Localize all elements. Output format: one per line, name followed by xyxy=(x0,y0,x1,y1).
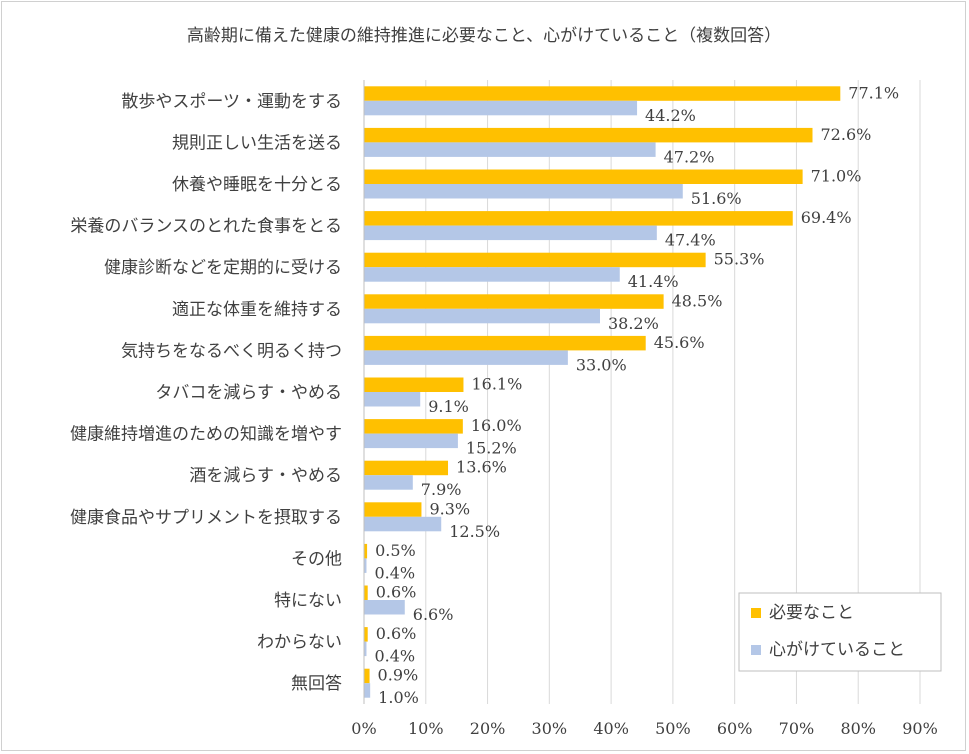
data-label: 44.2% xyxy=(645,106,696,125)
bar-necessary xyxy=(364,377,464,392)
category-label: 休養や睡眠を十分とる xyxy=(172,175,342,195)
data-label: 12.5% xyxy=(449,522,500,541)
category-label: 健康食品やサプリメントを摂取する xyxy=(70,508,342,528)
x-tick-label: 10% xyxy=(408,719,444,738)
category-label: その他 xyxy=(291,549,342,569)
category-label: わからない xyxy=(257,633,342,653)
x-tick-label: 90% xyxy=(902,719,938,738)
legend-label: 心がけていること xyxy=(769,640,905,660)
legend-box xyxy=(738,592,942,672)
data-label: 45.6% xyxy=(654,333,705,352)
data-label: 7.9% xyxy=(421,480,462,499)
data-label: 77.1% xyxy=(848,83,899,102)
data-label: 9.1% xyxy=(428,397,469,416)
category-label: 酒を減らす・やめる xyxy=(189,466,342,486)
x-tick-label: 0% xyxy=(351,719,376,738)
data-label: 47.4% xyxy=(665,231,716,250)
bar-practicing xyxy=(364,142,656,157)
category-label: タバコを減らす・やめる xyxy=(155,383,342,403)
legend-swatch xyxy=(751,645,761,655)
category-label: 健康診断などを定期的に受ける xyxy=(104,258,342,278)
bar-necessary xyxy=(364,627,368,642)
data-label: 38.2% xyxy=(608,314,659,333)
bar-necessary xyxy=(364,502,422,517)
data-label: 16.1% xyxy=(471,375,522,394)
data-label: 13.6% xyxy=(456,458,507,477)
data-label: 6.6% xyxy=(413,605,454,624)
data-label: 55.3% xyxy=(714,250,765,269)
category-label: 栄養のバランスのとれた食事をとる xyxy=(70,217,342,237)
data-label: 0.9% xyxy=(378,666,419,685)
bar-necessary xyxy=(364,543,368,559)
data-label: 15.2% xyxy=(466,439,517,458)
category-label: 健康維持増進のための知識を増やす xyxy=(70,425,342,445)
data-label: 41.4% xyxy=(628,272,679,291)
data-label: 69.4% xyxy=(801,208,852,227)
data-label: 72.6% xyxy=(821,125,872,144)
bar-necessary xyxy=(364,127,813,143)
bar-necessary xyxy=(364,211,793,226)
bar-practicing xyxy=(364,600,405,615)
data-label: 0.5% xyxy=(375,541,416,560)
category-label: 規則正しい生活を送る xyxy=(172,133,342,153)
data-label: 0.4% xyxy=(374,647,415,666)
x-tick-label: 70% xyxy=(779,719,815,738)
data-label: 16.0% xyxy=(471,416,522,435)
bar-necessary xyxy=(364,419,463,434)
category-label: 特にない xyxy=(274,591,342,611)
category-label: 適正な体重を維持する xyxy=(172,300,342,320)
bar-necessary xyxy=(364,460,449,476)
data-label: 1.0% xyxy=(378,688,419,707)
bar-practicing xyxy=(364,516,442,532)
bar-practicing xyxy=(364,392,421,407)
category-label: 無回答 xyxy=(291,674,342,694)
bar-practicing xyxy=(364,100,638,116)
category-label: 散歩やスポーツ・運動をする xyxy=(121,92,342,112)
bar-practicing xyxy=(364,558,367,573)
bar-necessary xyxy=(364,668,370,684)
x-tick-label: 30% xyxy=(532,719,568,738)
legend-label: 必要なこと xyxy=(769,603,854,623)
bar-necessary xyxy=(364,86,841,101)
bar-practicing xyxy=(364,683,371,698)
data-label: 48.5% xyxy=(672,291,723,310)
x-tick-label: 80% xyxy=(840,719,876,738)
data-label: 33.0% xyxy=(576,355,627,374)
data-label: 47.2% xyxy=(664,147,715,166)
category-label: 気持ちをなるべく明るく持つ xyxy=(121,341,342,361)
bar-practicing xyxy=(364,267,620,282)
bar-necessary xyxy=(364,252,706,268)
chart-title: 高齢期に備えた健康の維持推進に必要なこと、心がけていること（複数回答） xyxy=(187,26,781,46)
data-label: 71.0% xyxy=(811,167,862,186)
x-tick-label: 60% xyxy=(717,719,753,738)
x-tick-label: 50% xyxy=(655,719,691,738)
bar-practicing xyxy=(364,641,367,657)
data-label: 9.3% xyxy=(429,499,470,518)
bar-practicing xyxy=(364,184,683,199)
data-label: 51.6% xyxy=(691,189,742,208)
x-tick-label: 40% xyxy=(593,719,629,738)
legend-swatch xyxy=(751,608,761,618)
bar-practicing xyxy=(364,475,413,490)
bar-necessary xyxy=(364,169,803,184)
bar-practicing xyxy=(364,350,568,365)
data-label: 0.4% xyxy=(374,563,415,582)
data-label: 0.6% xyxy=(376,624,417,643)
bar-practicing xyxy=(364,225,657,241)
bar-necessary xyxy=(364,335,646,351)
bar-practicing xyxy=(364,433,458,449)
bar-necessary xyxy=(364,585,368,600)
bar-practicing xyxy=(364,308,600,324)
x-tick-label: 20% xyxy=(470,719,506,738)
bar-necessary xyxy=(364,294,664,309)
data-label: 0.6% xyxy=(376,583,417,602)
